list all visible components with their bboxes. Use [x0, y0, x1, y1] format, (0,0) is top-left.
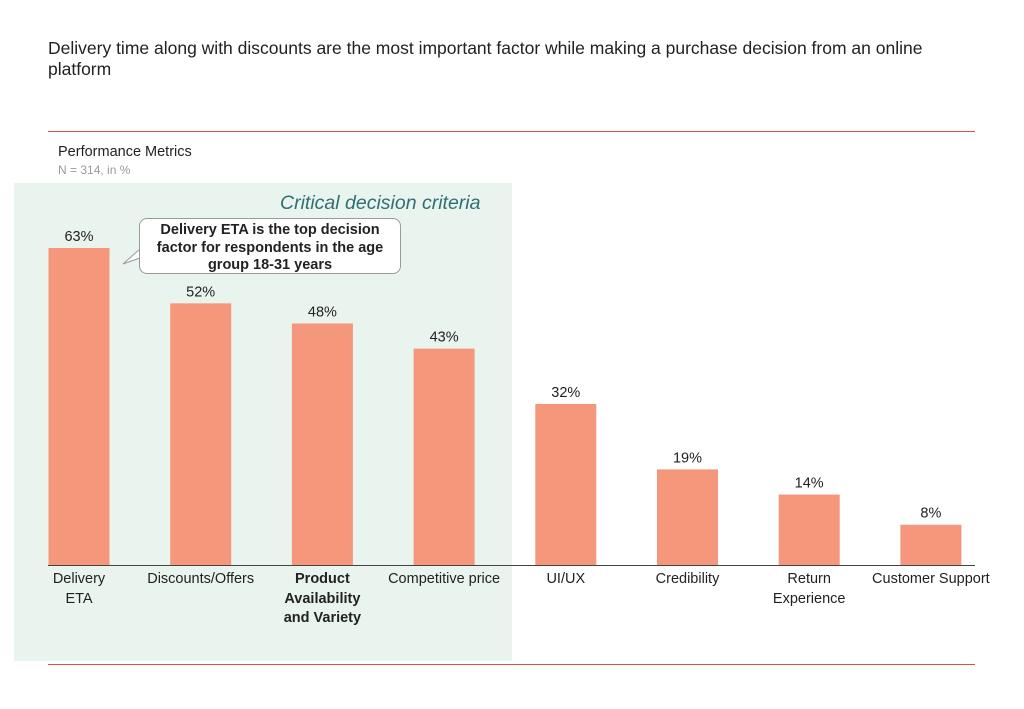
chart-title: Performance Metrics — [58, 144, 192, 160]
x-tick-label: UI/UX — [546, 571, 586, 587]
x-tick-label: Product Availability and Variety — [283, 571, 362, 626]
bar — [48, 248, 110, 565]
x-tick-label: Competitive price — [388, 571, 501, 587]
x-tick-label: Customer Support — [872, 571, 990, 587]
bar — [291, 323, 353, 565]
bar-value-label: 63% — [64, 229, 93, 245]
bar — [413, 348, 475, 565]
bar — [535, 403, 597, 565]
bar-value-label: 43% — [430, 330, 459, 346]
headline: Delivery time along with discounts are t… — [48, 38, 923, 79]
bar — [778, 494, 840, 565]
critical-criteria-label: Critical decision criteria — [280, 192, 481, 214]
top-divider — [48, 131, 975, 132]
bottom-divider — [48, 664, 975, 665]
x-tick-label: Discounts/Offers — [147, 571, 255, 587]
bar-value-label: 14% — [795, 476, 824, 492]
bar-value-label: 19% — [673, 450, 702, 466]
bar — [657, 469, 718, 565]
bar-value-label: 8% — [920, 506, 941, 522]
x-tick-label: Delivery ETA — [52, 571, 106, 607]
bar — [900, 524, 962, 565]
bar-value-label: 52% — [186, 284, 215, 300]
x-tick-label: Return Experience — [772, 571, 846, 607]
bar-value-label: 48% — [308, 304, 337, 320]
chart-subtitle: N = 314, in % — [58, 163, 131, 177]
x-tick-label: Credibility — [655, 571, 720, 587]
delivery-eta-callout: Delivery ETA is the top decision factor … — [139, 218, 401, 274]
callout-text: Delivery ETA is the top decision factor … — [156, 222, 384, 273]
bar-value-label: 32% — [551, 385, 580, 401]
bar — [170, 303, 232, 565]
